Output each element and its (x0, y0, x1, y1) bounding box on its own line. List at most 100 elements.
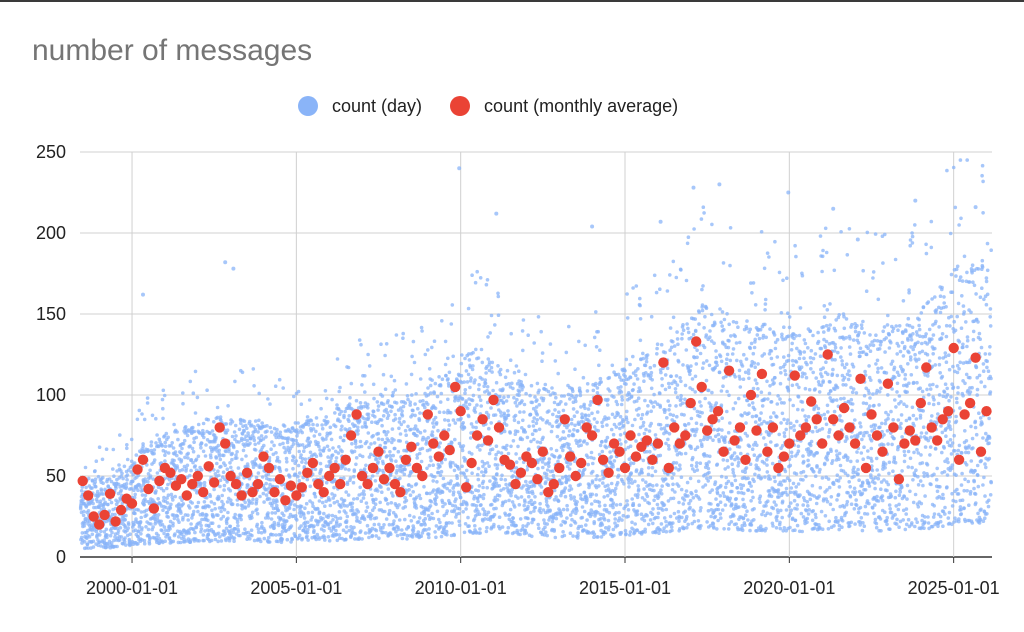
daily-count-point (316, 440, 320, 445)
daily-count-point (614, 399, 619, 404)
daily-count-point (636, 396, 641, 401)
daily-count-point (594, 493, 599, 497)
daily-count-point (707, 460, 711, 464)
daily-count-point (681, 328, 686, 333)
daily-count-point (575, 410, 579, 414)
daily-count-point (743, 431, 748, 436)
daily-count-point (670, 528, 674, 533)
daily-count-point (118, 526, 123, 530)
daily-count-point (428, 455, 433, 460)
daily-count-point (718, 354, 723, 359)
daily-count-point (161, 416, 165, 421)
legend-item-monthly[interactable]: count (monthly average) (450, 96, 678, 117)
daily-count-point (567, 467, 572, 471)
daily-count-point (116, 500, 120, 504)
daily-count-point (442, 410, 446, 415)
daily-count-point (228, 461, 232, 465)
daily-count-point (636, 484, 640, 488)
daily-count-point (620, 398, 625, 402)
daily-count-point (463, 457, 468, 462)
daily-count-point (433, 406, 438, 411)
daily-count-point (213, 472, 218, 476)
daily-count-point (144, 499, 148, 504)
daily-count-point (267, 497, 272, 501)
daily-count-point (431, 421, 435, 425)
daily-count-point (569, 417, 574, 422)
daily-count-point (731, 406, 736, 411)
daily-count-point (555, 418, 559, 423)
daily-count-point (403, 517, 407, 522)
daily-count-point (264, 481, 269, 486)
daily-count-point (638, 389, 643, 393)
daily-count-point (443, 418, 447, 422)
daily-count-point (398, 432, 403, 436)
daily-count-point (91, 545, 96, 549)
daily-count-point (605, 493, 610, 498)
daily-count-point (544, 472, 549, 477)
daily-count-point (253, 448, 258, 452)
daily-count-point (488, 331, 493, 335)
daily-count-point (352, 449, 357, 454)
legend-item-day[interactable]: count (day) (298, 96, 422, 117)
daily-count-point (589, 400, 593, 404)
daily-count-point (247, 476, 252, 481)
daily-count-point (638, 317, 643, 321)
daily-count-point (578, 390, 583, 395)
daily-count-point (494, 452, 498, 457)
daily-count-point (270, 511, 275, 515)
daily-count-point (448, 410, 453, 415)
daily-count-point (536, 315, 541, 319)
daily-count-point (645, 513, 649, 518)
daily-count-point (478, 531, 483, 535)
daily-count-point (370, 533, 375, 538)
daily-count-point (386, 430, 390, 434)
daily-count-point (144, 525, 148, 529)
daily-count-point (390, 440, 394, 445)
daily-count-point (598, 478, 602, 482)
daily-count-point (591, 388, 596, 393)
daily-count-point (705, 359, 709, 363)
daily-count-point (79, 489, 84, 493)
daily-count-point (719, 359, 724, 364)
daily-count-point (723, 435, 728, 439)
daily-count-point (563, 436, 567, 441)
daily-count-point (675, 383, 680, 387)
daily-count-point (680, 401, 685, 406)
daily-count-point (693, 374, 698, 379)
daily-count-point (111, 447, 116, 452)
daily-count-point (85, 536, 89, 541)
daily-count-point (212, 487, 216, 492)
daily-count-point (416, 530, 421, 534)
daily-count-point (602, 517, 607, 522)
daily-count-point (306, 538, 310, 542)
daily-count-point (485, 525, 489, 530)
daily-count-point (125, 443, 129, 447)
daily-count-point (186, 518, 190, 522)
daily-count-point (342, 413, 346, 418)
daily-count-point (173, 532, 177, 536)
daily-count-point (234, 434, 238, 438)
daily-count-point (80, 541, 84, 545)
daily-count-point (621, 423, 626, 428)
daily-count-point (197, 539, 201, 543)
daily-count-point (114, 486, 118, 490)
daily-count-point (642, 487, 646, 491)
daily-count-point (97, 505, 102, 510)
daily-count-point (360, 454, 365, 459)
daily-count-point (340, 449, 344, 454)
daily-count-point (656, 515, 660, 520)
daily-count-point (163, 440, 167, 445)
daily-count-point (270, 501, 275, 506)
daily-count-point (292, 455, 296, 460)
daily-count-point (525, 468, 529, 472)
daily-count-point (303, 524, 308, 528)
daily-count-point (347, 528, 352, 533)
daily-count-point (706, 479, 710, 483)
daily-count-point (441, 504, 445, 509)
daily-count-point (551, 473, 556, 478)
daily-count-point (349, 525, 353, 529)
daily-count-point (475, 472, 480, 477)
daily-count-point (322, 446, 327, 451)
daily-count-point (722, 327, 726, 332)
daily-count-point (282, 445, 286, 450)
